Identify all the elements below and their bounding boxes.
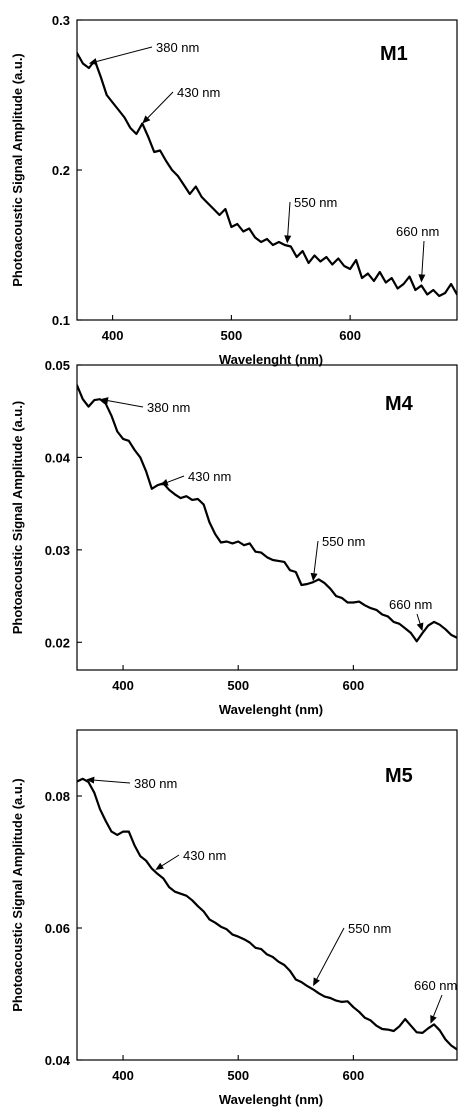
plot-frame (76, 19, 458, 321)
arrow-head (88, 58, 98, 65)
y-tick-label: 0.02 (45, 635, 70, 650)
annotation-label: 550 nm (294, 195, 337, 210)
panel-label: M4 (385, 393, 414, 415)
arrow-head (155, 862, 164, 870)
arrow-head (313, 977, 320, 987)
arrow-head (159, 479, 169, 486)
arrow-shaft (96, 46, 153, 62)
arrow-head (310, 572, 318, 582)
y-tick-label: 0.3 (52, 13, 70, 28)
annotation-arrow: 550 nm (310, 534, 365, 582)
x-tick-label: 500 (221, 328, 243, 343)
y-tick-label: 0.04 (45, 1053, 71, 1068)
x-tick-label: 400 (112, 1068, 134, 1083)
x-axis-title: Wavelenght (nm) (219, 702, 323, 717)
panel-label: M1 (380, 43, 408, 65)
arrow-shaft (167, 475, 185, 483)
arrow-shaft (287, 201, 291, 236)
annotation-label: 550 nm (348, 921, 391, 936)
y-tick-label: 0.05 (45, 358, 70, 373)
x-tick-label: 500 (227, 1068, 249, 1083)
panel-label: M5 (385, 765, 413, 787)
arrow-shaft (416, 613, 421, 624)
arrow-head (418, 274, 426, 283)
chart-panel-m4: 400 500 600 0.02 0.03 0.04 0.05 Wavelenght (nm)… (10, 358, 458, 717)
y-tick-label: 0.03 (45, 543, 70, 558)
y-axis-title: Photoacoustic Signal Amplitude (a.u.) (10, 401, 25, 635)
y-axis-title: Photoacoustic Signal Amplitude (a.u.) (10, 53, 25, 287)
annotation-label: 430 nm (177, 85, 220, 100)
annotation-arrow: 550 nm (284, 195, 337, 244)
series-line (77, 51, 457, 298)
arrow-head (86, 776, 95, 784)
annotation-label: 660 nm (389, 597, 432, 612)
annotation-arrow: 660 nm (396, 224, 439, 283)
annotation-label: 380 nm (156, 40, 199, 55)
arrow-shaft (421, 240, 425, 275)
annotation-label: 660 nm (396, 224, 439, 239)
annotation-arrow: 380 nm (88, 40, 199, 65)
x-axis-title: Wavelenght (nm) (219, 1092, 323, 1107)
annotation-arrow: 430 nm (142, 85, 220, 124)
x-tick-label: 400 (102, 328, 124, 343)
annotation-arrow: 660 nm (389, 597, 432, 632)
x-tick-label: 600 (343, 1068, 365, 1083)
annotation-label: 380 nm (147, 400, 190, 415)
x-tick-label: 500 (227, 678, 249, 693)
y-tick-label: 0.04 (45, 450, 71, 465)
y-tick-label: 0.06 (45, 921, 70, 936)
arrow-shaft (94, 779, 131, 784)
annotation-label: 550 nm (322, 534, 365, 549)
arrow-shaft (313, 540, 319, 574)
series-line (77, 384, 457, 643)
annotation-arrow: 430 nm (155, 848, 226, 870)
x-tick-label: 600 (343, 678, 365, 693)
annotation-arrow: 430 nm (159, 469, 231, 486)
arrow-shaft (107, 400, 144, 408)
annotation-arrow: 660 nm (414, 978, 457, 1024)
y-tick-label: 0.2 (52, 163, 70, 178)
annotation-label: 430 nm (188, 469, 231, 484)
chart-panel-m5: 400 500 600 0.04 0.06 0.08 Wavelenght (nm) Phot… (10, 729, 458, 1107)
x-tick-label: 600 (339, 328, 361, 343)
plot-frame (76, 364, 458, 671)
annotation-label: 430 nm (183, 848, 226, 863)
annotation-arrow: 380 nm (86, 776, 177, 791)
arrow-shaft (433, 994, 443, 1017)
x-axis-title: Wavelenght (nm) (219, 352, 323, 367)
series-line (77, 777, 457, 1051)
chart-panel-m1: 400 500 600 0.1 0.2 0.3 Wavelenght (nm) Photoac… (10, 13, 458, 367)
arrow-shaft (161, 854, 180, 867)
arrow-head (142, 115, 151, 124)
y-tick-label: 0.1 (52, 313, 70, 328)
annotation-arrow: 550 nm (313, 921, 391, 987)
y-axis-title: Photoacoustic Signal Amplitude (a.u.) (10, 778, 25, 1012)
arrow-head (284, 235, 292, 244)
annotation-arrow: 380 nm (100, 397, 190, 415)
plot-frame (76, 729, 458, 1061)
arrow-head (100, 397, 109, 405)
x-tick-label: 400 (112, 678, 134, 693)
arrow-shaft (147, 91, 174, 119)
annotation-label: 380 nm (134, 776, 177, 791)
arrow-shaft (316, 927, 345, 980)
arrow-head (430, 1014, 437, 1024)
arrow-head (416, 622, 424, 632)
y-tick-label: 0.08 (45, 789, 70, 804)
annotation-label: 660 nm (414, 978, 457, 993)
